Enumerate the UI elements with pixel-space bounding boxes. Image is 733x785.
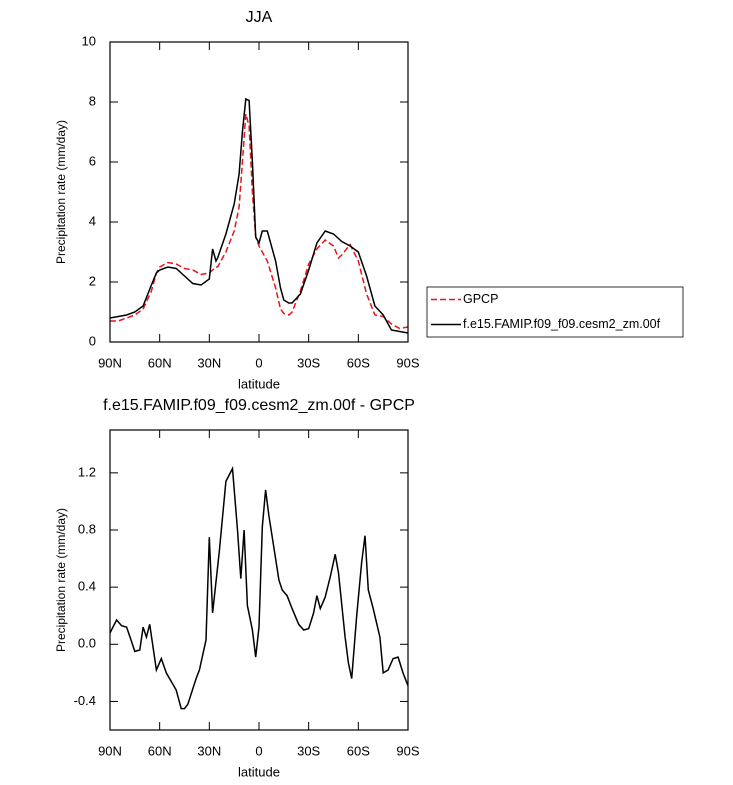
x-tick-label: 30N: [197, 743, 221, 758]
x-tick-label: 0: [255, 355, 262, 370]
y-tick-label: 8: [89, 93, 96, 108]
y-tick-label: 1.2: [78, 464, 96, 479]
chart-title: f.e15.FAMIP.f09_f09.cesm2_zm.00f - GPCP: [103, 397, 415, 414]
x-tick-label: 60N: [148, 355, 172, 370]
legend-label: f.e15.FAMIP.f09_f09.cesm2_zm.00f: [463, 317, 661, 331]
y-tick-label: 0.0: [78, 636, 96, 651]
x-tick-label: 90N: [98, 355, 122, 370]
x-tick-label: 90N: [98, 743, 122, 758]
x-tick-label: 0: [255, 743, 262, 758]
x-tick-label: 90S: [396, 355, 419, 370]
y-tick-label: 2: [89, 273, 96, 288]
y-tick-label: 0.4: [78, 579, 96, 594]
data-line: [109, 97, 409, 334]
chart-title: JJA: [246, 9, 273, 26]
legend-label: GPCP: [463, 292, 498, 306]
y-tick-label: 4: [89, 213, 96, 228]
y-tick-label: 0.8: [78, 521, 96, 536]
x-tick-label: 60S: [347, 743, 370, 758]
data-line: [110, 113, 409, 330]
x-tick-label: 60S: [347, 355, 370, 370]
y-axis-label: Precipitation rate (mm/day): [54, 120, 68, 264]
y-axis-label: Precipitation rate (mm/day): [54, 508, 68, 652]
plot-frame: [109, 41, 409, 343]
y-tick-label: 6: [89, 153, 96, 168]
x-axis-label: latitude: [238, 764, 280, 779]
x-axis-label: latitude: [238, 376, 280, 391]
data-line: [109, 465, 409, 710]
plot-frame: [109, 429, 409, 731]
y-tick-label: -0.4: [74, 693, 96, 708]
x-tick-label: 60N: [148, 743, 172, 758]
x-tick-label: 30S: [297, 743, 320, 758]
y-tick-label: 10: [82, 33, 96, 48]
x-tick-label: 90S: [396, 743, 419, 758]
y-tick-label: 0: [89, 333, 96, 348]
legend-box: [426, 286, 684, 338]
x-tick-label: 30N: [197, 355, 221, 370]
x-tick-label: 30S: [297, 355, 320, 370]
